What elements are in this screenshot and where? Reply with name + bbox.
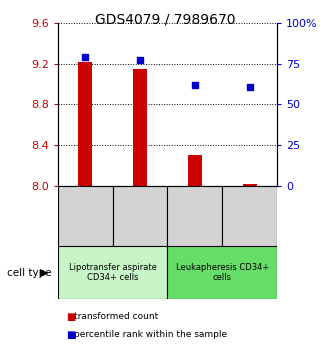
Text: transformed count: transformed count <box>74 312 158 321</box>
Bar <box>188 155 202 186</box>
Bar <box>133 69 147 186</box>
Text: ■: ■ <box>66 330 75 339</box>
Bar <box>243 184 257 186</box>
Bar <box>113 186 168 246</box>
Text: Leukapheresis CD34+
cells: Leukapheresis CD34+ cells <box>176 263 269 282</box>
Bar <box>58 186 113 246</box>
Point <box>247 84 252 89</box>
Text: ■: ■ <box>66 312 75 322</box>
Text: percentile rank within the sample: percentile rank within the sample <box>74 330 227 339</box>
Bar <box>168 186 222 246</box>
Bar <box>78 62 92 186</box>
Text: GDS4079 / 7989670: GDS4079 / 7989670 <box>95 12 235 27</box>
Bar <box>58 246 168 299</box>
Text: ▶: ▶ <box>40 268 49 278</box>
Text: Lipotransfer aspirate
CD34+ cells: Lipotransfer aspirate CD34+ cells <box>69 263 156 282</box>
Bar <box>222 186 277 246</box>
Point <box>82 55 88 60</box>
Text: cell type: cell type <box>7 268 51 278</box>
Point <box>137 58 143 63</box>
Point <box>192 82 198 88</box>
Bar <box>168 246 277 299</box>
